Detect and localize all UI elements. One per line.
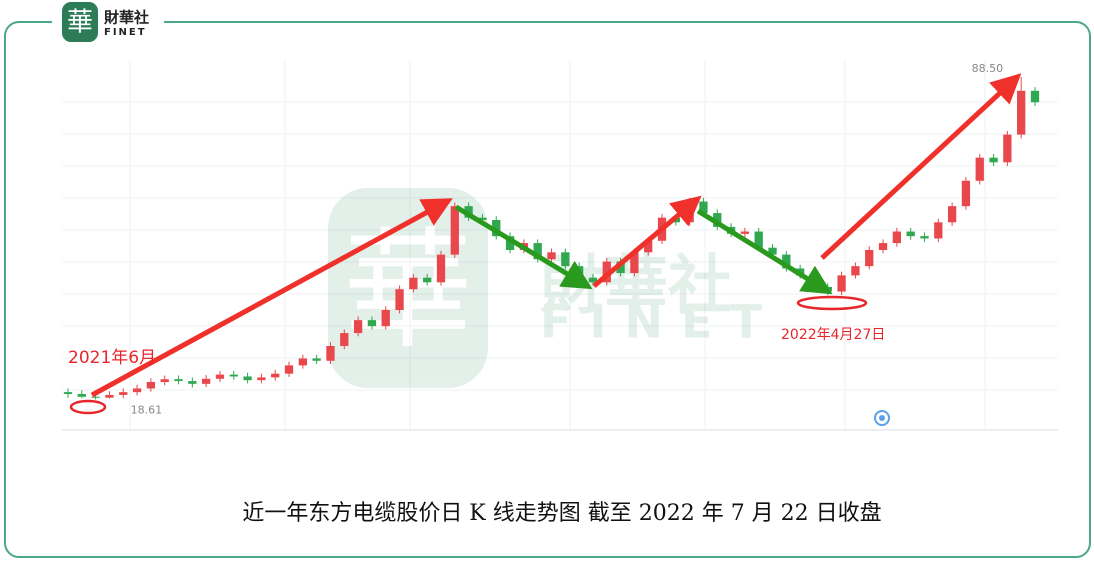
- candle-body: [768, 247, 777, 255]
- arrows: [90, 73, 1022, 398]
- candle-body: [947, 206, 957, 223]
- candle-body: [229, 374, 238, 377]
- candle-body: [146, 382, 156, 389]
- date-annotation: 2022年4月27日: [781, 327, 885, 343]
- candle-body: [630, 252, 639, 274]
- candle-body: [961, 180, 971, 207]
- candle-body: [381, 310, 390, 327]
- frame: [4, 21, 1091, 558]
- logo-badge: [62, 2, 98, 42]
- trend-arrow: [696, 208, 833, 295]
- caption: 近一年东方电缆股价日 K 线走势图 截至 2022 年 7 月 22 日收盘: [242, 501, 881, 526]
- candle-body: [395, 289, 404, 310]
- candle-body: [920, 236, 929, 239]
- candle-body: [1017, 90, 1026, 135]
- candle-body: [188, 381, 197, 384]
- candle-body: [823, 286, 832, 292]
- icon: [879, 415, 885, 421]
- highlight-ellipse: [69, 399, 107, 415]
- candle-body: [284, 365, 294, 374]
- candle-body: [892, 231, 902, 244]
- logo-latin: FINET: [104, 27, 147, 38]
- candle-body: [312, 358, 321, 361]
- watermark-badge: [328, 188, 488, 388]
- extreme-label: 88.50: [972, 62, 1004, 75]
- candle-body: [878, 243, 888, 250]
- candle-body: [1003, 134, 1012, 163]
- candle-body: [588, 277, 598, 283]
- candle-body: [105, 394, 114, 398]
- candle-body: [326, 346, 335, 361]
- candle-body: [616, 261, 625, 274]
- trend-arrow: [454, 204, 593, 290]
- candle-body: [533, 243, 542, 260]
- grid: [62, 60, 1058, 431]
- candle-body: [699, 201, 708, 214]
- candle-body: [201, 378, 211, 384]
- candle-body: [119, 392, 128, 395]
- candle-body: [409, 277, 418, 290]
- highlight-ellipse: [796, 295, 868, 311]
- extreme-label: 18.61: [131, 403, 163, 416]
- candle-body: [574, 266, 584, 278]
- candle-body: [77, 394, 86, 397]
- logo-glyph: 華: [67, 8, 93, 38]
- candle-body: [353, 320, 363, 334]
- icon: [874, 410, 890, 426]
- candle-body: [837, 275, 846, 292]
- candle-body: [298, 358, 307, 366]
- candle-body: [492, 220, 501, 237]
- watermark-latin: FINET: [540, 295, 780, 349]
- candle-body: [1030, 90, 1040, 103]
- date-annotation: 2021年6月: [68, 348, 156, 368]
- candle-body: [865, 250, 874, 267]
- candle-body: [91, 396, 100, 398]
- candle-body: [602, 261, 611, 283]
- candle-body: [215, 374, 225, 379]
- candle-body: [851, 266, 860, 276]
- candle-body: [132, 388, 142, 393]
- candle-body: [63, 392, 73, 394]
- candles: [63, 76, 1040, 400]
- trend-arrow: [820, 73, 1022, 260]
- candle-body: [450, 206, 459, 255]
- candle-body: [644, 240, 653, 253]
- candle-body: [975, 157, 984, 181]
- candle-body: [174, 379, 183, 382]
- candle-body: [436, 254, 446, 283]
- trend-arrow: [90, 198, 453, 398]
- candle-body: [160, 379, 169, 382]
- candle-body: [561, 252, 570, 267]
- candle-body: [505, 236, 515, 250]
- candle-body: [243, 376, 252, 381]
- candle-body: [340, 333, 349, 346]
- candle-body: [547, 252, 556, 260]
- candle-body: [367, 320, 377, 327]
- candle-body: [934, 222, 943, 239]
- logo-name: 財華社: [103, 9, 149, 27]
- trend-arrow: [592, 195, 702, 288]
- candle-body: [754, 231, 763, 248]
- candle-body: [423, 277, 432, 283]
- candle-body: [271, 373, 280, 378]
- candle-body: [782, 254, 791, 269]
- candle-body: [989, 157, 998, 163]
- candle-body: [906, 231, 915, 237]
- candle-body: [257, 377, 266, 381]
- candle-body: [478, 217, 487, 220]
- candle-body: [740, 231, 750, 234]
